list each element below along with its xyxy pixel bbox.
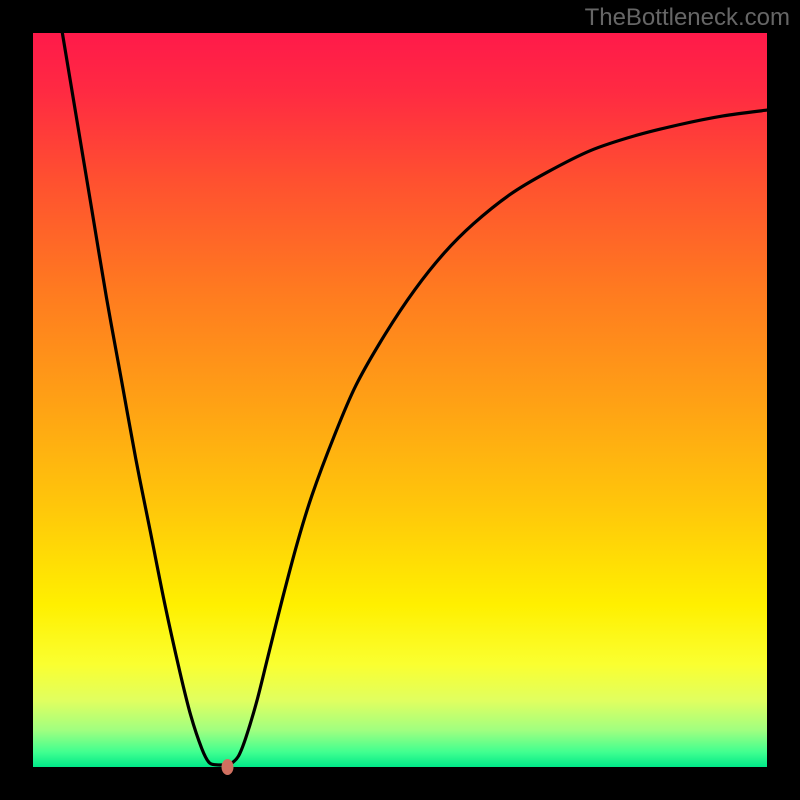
plot-background <box>33 33 767 767</box>
chart-container: TheBottleneck.com <box>0 0 800 800</box>
bottleneck-chart <box>0 0 800 800</box>
watermark-text: TheBottleneck.com <box>585 4 790 32</box>
optimum-marker <box>222 759 234 775</box>
